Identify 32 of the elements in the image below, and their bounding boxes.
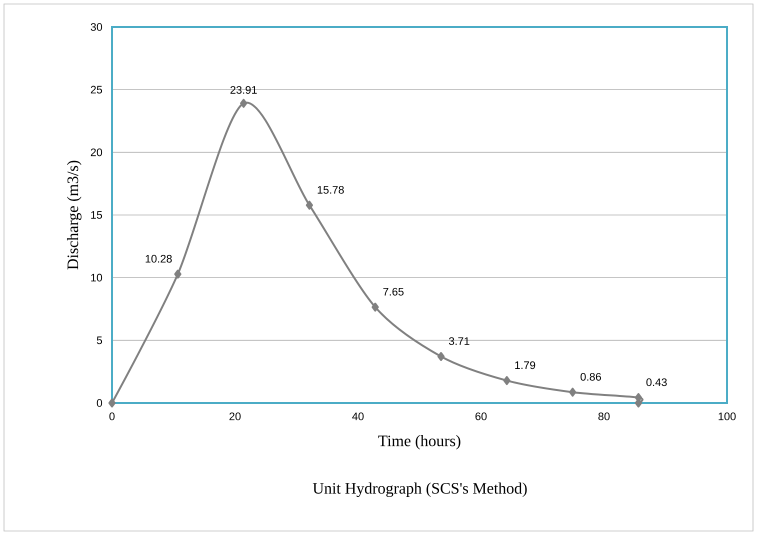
point: [108, 398, 116, 408]
point: [306, 200, 314, 210]
data-label: 7.65: [383, 288, 404, 296]
y-tick-label: 0: [96, 399, 102, 407]
point: [569, 388, 576, 397]
x-tick-label: 40: [352, 412, 364, 420]
point: [503, 376, 510, 386]
point: [437, 352, 445, 361]
data-label: 10.28: [146, 254, 172, 263]
data-label: 23.91: [230, 86, 257, 94]
data-label: 0.86: [580, 372, 601, 381]
y-tick-label: 5: [96, 336, 102, 344]
data-label: 1.79: [515, 361, 536, 370]
y-tick-label: 30: [90, 23, 102, 31]
y-tick-label: 10: [91, 274, 102, 282]
data-label: 3.71: [448, 337, 470, 345]
text: Unit Hydrograph (SCS's Method): [312, 482, 527, 497]
y-tick-label: 25: [90, 86, 102, 94]
data-label: 0.43: [646, 378, 667, 386]
x-tick-label: 100: [718, 412, 736, 420]
x-tick-label: 60: [475, 412, 487, 420]
point: [174, 270, 182, 279]
x-tick-label: 0: [109, 412, 115, 420]
y-tick-label: 20: [90, 148, 102, 156]
point: [372, 302, 379, 312]
y-tick-label: 15: [91, 211, 102, 219]
x-tick-label: 80: [598, 412, 610, 420]
x-tick-label: 20: [229, 412, 241, 420]
x-axis-title: Time (hours): [378, 435, 460, 450]
data-label: 15.78: [318, 186, 344, 194]
point: [240, 98, 248, 108]
y-axis-title: Discharge (m3/s): [66, 160, 82, 270]
